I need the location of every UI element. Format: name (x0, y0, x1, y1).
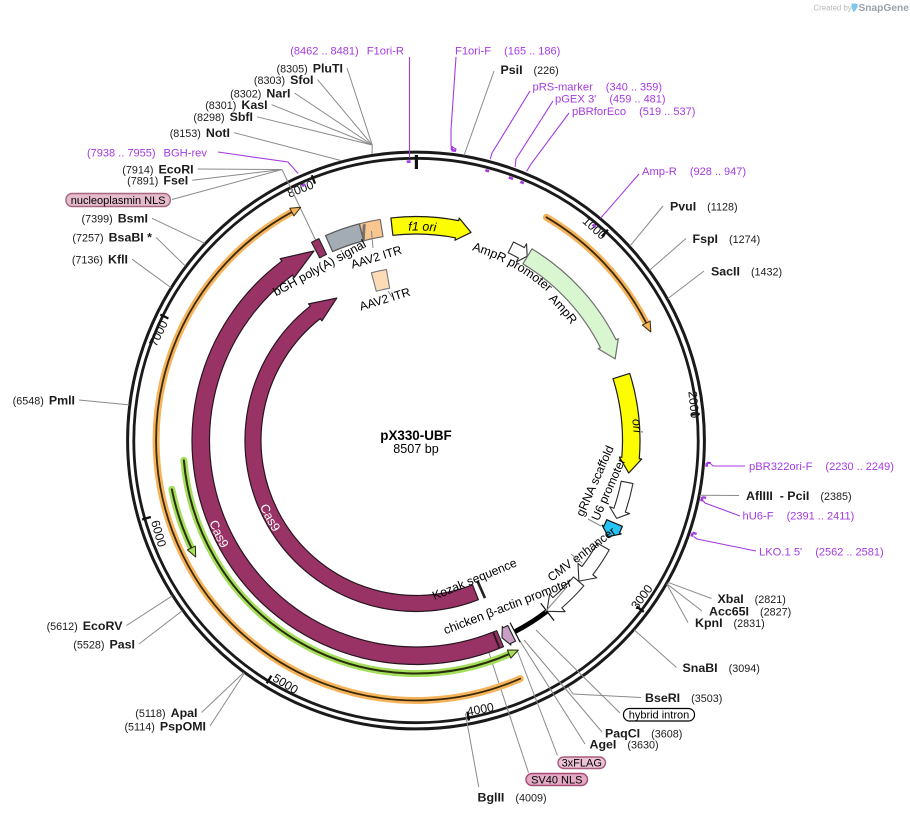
svg-text:hU6-F(2391 .. 2411): hU6-F(2391 .. 2411) (743, 511, 855, 523)
svg-text:ori: ori (629, 418, 644, 434)
svg-text:Amp-R(928 .. 947): Amp-R(928 .. 947) (642, 166, 746, 178)
svg-text:(7136)KflI: (7136)KflI (72, 253, 128, 267)
svg-text:(7891)FseI: (7891)FseI (127, 174, 188, 188)
svg-text:(8298)SbfI: (8298)SbfI (193, 110, 253, 124)
svg-text:AflIII - PciI(2385): AflIII - PciI(2385) (746, 489, 852, 503)
svg-text:(7938 .. 7955)BGH-rev: (7938 .. 7955)BGH-rev (87, 148, 207, 160)
svg-text:Created by: Created by (814, 3, 852, 12)
svg-text:8507 bp: 8507 bp (393, 442, 439, 456)
svg-text:(5612)EcoRV: (5612)EcoRV (47, 619, 124, 633)
svg-text:pGEX 3'(459 .. 481): pGEX 3'(459 .. 481) (555, 94, 666, 106)
svg-text:(5114)PspOMI: (5114)PspOMI (124, 719, 206, 733)
svg-text:f1 ori: f1 ori (408, 219, 438, 234)
svg-text:(8462 .. 8481)F1ori-R: (8462 .. 8481)F1ori-R (290, 46, 404, 58)
svg-text:SV40 NLS: SV40 NLS (531, 774, 582, 786)
svg-text:(7257)BsaBI *: (7257)BsaBI * (72, 231, 152, 245)
svg-text:(8153)NotI: (8153)NotI (170, 126, 230, 140)
svg-text:SnapGene: SnapGene (859, 3, 910, 14)
svg-text:hybrid intron: hybrid intron (629, 710, 690, 722)
svg-text:2000: 2000 (685, 390, 702, 419)
svg-text:(5528)PasI: (5528)PasI (73, 637, 135, 651)
svg-text:(6548)PmlI: (6548)PmlI (13, 393, 75, 407)
svg-text:LKO.1 5'(2562 .. 2581): LKO.1 5'(2562 .. 2581) (759, 547, 884, 559)
svg-text:nucleoplasmin NLS: nucleoplasmin NLS (71, 195, 166, 207)
svg-text:F1ori-F(165 .. 186): F1ori-F(165 .. 186) (455, 46, 560, 58)
svg-text:3xFLAG: 3xFLAG (562, 758, 602, 770)
svg-text:(8303)SfoI: (8303)SfoI (254, 73, 314, 87)
